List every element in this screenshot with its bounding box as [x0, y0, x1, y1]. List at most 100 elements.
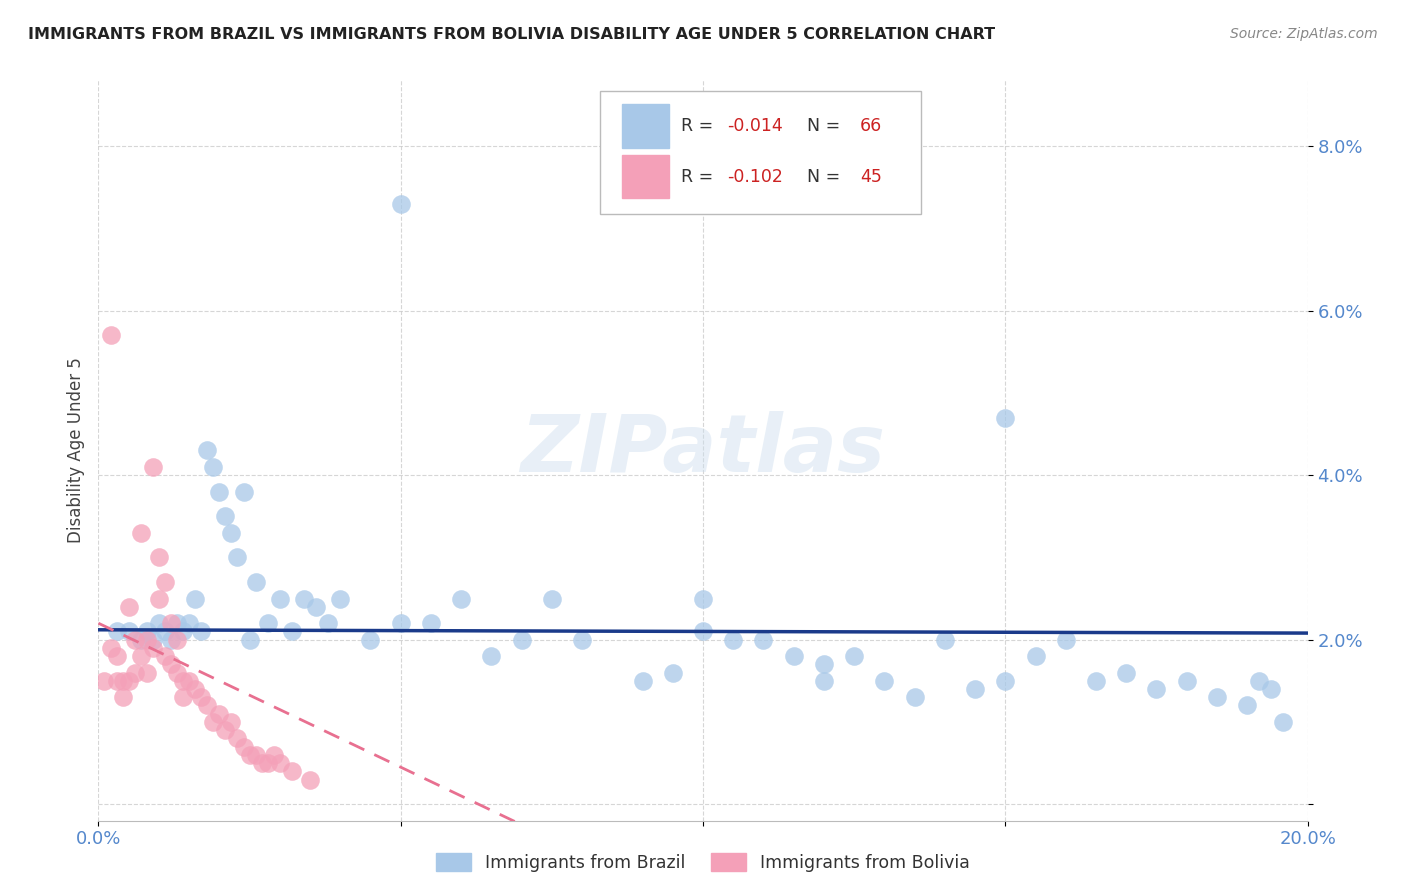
Point: [172, 673, 194, 688]
Point: [256, 616, 278, 631]
FancyBboxPatch shape: [621, 154, 669, 198]
Point: [239, 632, 262, 647]
Point: [1054, 632, 1077, 647]
Point: [214, 509, 236, 524]
Text: 45: 45: [860, 168, 882, 186]
Text: -0.102: -0.102: [727, 168, 783, 186]
Point: [105, 624, 128, 639]
Point: [153, 649, 176, 664]
Text: N =: N =: [796, 168, 846, 186]
Point: [142, 632, 165, 647]
Y-axis label: Disability Age Under 5: Disability Age Under 5: [66, 358, 84, 543]
Point: [329, 591, 352, 606]
Point: [195, 698, 218, 713]
Point: [221, 714, 243, 729]
Point: [105, 649, 128, 664]
Point: [111, 690, 134, 705]
Point: [179, 616, 201, 631]
Text: N =: N =: [796, 117, 846, 136]
Point: [873, 673, 896, 688]
Point: [135, 632, 157, 647]
Point: [450, 591, 472, 606]
Point: [510, 632, 533, 647]
Point: [571, 632, 593, 647]
Point: [904, 690, 927, 705]
Point: [389, 196, 412, 211]
Point: [202, 459, 225, 474]
Point: [245, 747, 267, 762]
Point: [602, 172, 624, 186]
Point: [208, 706, 231, 721]
Point: [190, 624, 212, 639]
Point: [232, 739, 254, 754]
Point: [965, 681, 987, 696]
Point: [239, 747, 262, 762]
Point: [1175, 673, 1198, 688]
Point: [813, 673, 835, 688]
Point: [118, 624, 141, 639]
Point: [269, 591, 291, 606]
Point: [214, 723, 236, 738]
Point: [153, 624, 176, 639]
Text: R =: R =: [682, 117, 718, 136]
Point: [813, 657, 835, 672]
Point: [250, 756, 273, 770]
Text: Source: ZipAtlas.com: Source: ZipAtlas.com: [1230, 27, 1378, 41]
Text: ZIPatlas: ZIPatlas: [520, 411, 886, 490]
Point: [481, 649, 503, 664]
Point: [232, 484, 254, 499]
Point: [160, 616, 183, 631]
Point: [111, 673, 134, 688]
Point: [166, 616, 188, 631]
Point: [1085, 673, 1108, 688]
Point: [184, 591, 207, 606]
Point: [135, 665, 157, 680]
Point: [166, 665, 188, 680]
Point: [202, 714, 225, 729]
Point: [105, 673, 128, 688]
Point: [389, 616, 412, 631]
Point: [360, 632, 382, 647]
Point: [1260, 681, 1282, 696]
Text: -0.014: -0.014: [727, 117, 783, 136]
Point: [783, 649, 806, 664]
Point: [305, 599, 328, 614]
Text: IMMIGRANTS FROM BRAZIL VS IMMIGRANTS FROM BOLIVIA DISABILITY AGE UNDER 5 CORRELA: IMMIGRANTS FROM BRAZIL VS IMMIGRANTS FRO…: [28, 27, 995, 42]
Point: [934, 632, 956, 647]
Point: [752, 632, 775, 647]
Point: [142, 459, 165, 474]
Point: [263, 747, 285, 762]
Point: [124, 665, 146, 680]
Point: [1115, 665, 1137, 680]
Point: [166, 632, 188, 647]
FancyBboxPatch shape: [621, 104, 669, 148]
Point: [269, 756, 291, 770]
Point: [93, 673, 115, 688]
Point: [172, 690, 194, 705]
Point: [118, 673, 141, 688]
Point: [281, 624, 304, 639]
Point: [179, 673, 201, 688]
FancyBboxPatch shape: [600, 91, 921, 213]
Point: [195, 443, 218, 458]
Point: [292, 591, 315, 606]
Point: [148, 550, 170, 565]
Point: [1144, 681, 1167, 696]
Point: [148, 591, 170, 606]
Point: [160, 632, 183, 647]
Point: [118, 599, 141, 614]
Point: [256, 756, 278, 770]
Point: [994, 673, 1017, 688]
Point: [142, 640, 165, 655]
Point: [184, 681, 207, 696]
Point: [1249, 673, 1271, 688]
Point: [661, 665, 683, 680]
Point: [226, 550, 249, 565]
Point: [844, 649, 866, 664]
Point: [172, 624, 194, 639]
Point: [540, 591, 562, 606]
Point: [160, 657, 183, 672]
Point: [316, 616, 339, 631]
Point: [148, 616, 170, 631]
Point: [100, 640, 122, 655]
